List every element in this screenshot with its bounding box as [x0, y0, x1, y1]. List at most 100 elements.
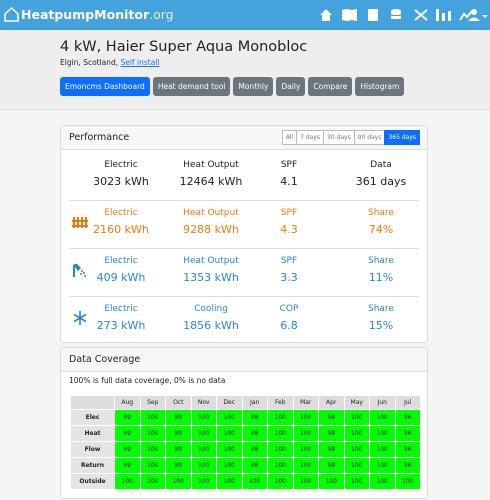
stat-label: Data	[370, 160, 392, 170]
stat-value: 409 kWh	[96, 271, 146, 284]
coverage-cell: 100	[369, 473, 396, 490]
coverage-cell: 100	[190, 473, 217, 490]
nav-button[interactable]: Compare	[308, 77, 353, 96]
coverage-cell: 100	[292, 409, 319, 426]
snowflake-icon	[73, 311, 87, 325]
stat-value: 3023 kWh	[93, 175, 149, 188]
coverage-cell: 98	[318, 441, 345, 458]
coverage-cell: 100	[369, 457, 396, 474]
coverage-cell: 100	[139, 457, 166, 474]
coverage-cell: 96	[394, 457, 421, 474]
brand[interactable]: HeatpumpMonitor.org	[21, 7, 174, 22]
coverage-cell: 100	[343, 409, 370, 426]
coverage-cell: 99	[165, 441, 192, 458]
nav-button[interactable]: Daily	[276, 77, 306, 96]
stat-value: 4.3	[280, 223, 298, 236]
coverage-cell: 100	[267, 441, 294, 458]
stat-value: 361 days	[355, 175, 407, 188]
coverage-cell: 100	[369, 425, 396, 442]
stat-value: 74%	[368, 223, 394, 236]
nav-button[interactable]: Heat demand tool	[152, 77, 231, 96]
stat-label: Share	[368, 208, 394, 218]
coverage-cell: 100	[343, 473, 370, 490]
stat-value: 2160 kWh	[93, 223, 149, 236]
coverage-row: Heat 99 100 99 100 100 98 100 100 98 100 100 96	[70, 425, 421, 442]
stat: Heat Output 12464 kWh	[163, 160, 259, 188]
coverage-row: Elec 99 100 99 100 100 98 100 100 98 100 100 96	[70, 409, 421, 426]
month-header: Jul	[394, 395, 421, 410]
stat-value: 12464 kWh	[179, 175, 243, 188]
coverage-table: Aug Sep Oct Nov Dec Jan Feb Mar Apr May Jun Jul Elec…	[70, 395, 421, 490]
stat-value: 4.1	[280, 175, 298, 188]
stat-label: Electric	[104, 208, 138, 218]
period-tabs: All 7 days 30 days 90 days 365 days	[281, 130, 420, 145]
nav-button[interactable]: Emoncms Dashboard	[60, 77, 150, 96]
install-link[interactable]: Self install	[120, 58, 160, 67]
stat: Heat Output 9288 kWh	[163, 208, 259, 236]
location: Elgin, Scotland, Self install	[60, 58, 160, 67]
stat: Share 15%	[333, 304, 429, 332]
coverage-cell: 100	[216, 425, 243, 442]
month-header: Mar	[292, 395, 319, 410]
logo-icon	[4, 7, 19, 22]
coverage-cell: 100	[216, 473, 243, 490]
nav-button[interactable]: Monthly	[233, 77, 274, 96]
period-tab[interactable]: All	[281, 130, 298, 145]
coverage-card: Data Coverage 100% is full data coverage…	[60, 347, 428, 499]
coverage-row: Return 99 100 99 100 100 98 100 100 98 100 100 96	[70, 457, 421, 474]
stat-value: 6.8	[280, 319, 298, 332]
coverage-cell: 100	[190, 457, 217, 474]
stat-label: Electric	[104, 256, 138, 266]
coverage-row: Outside 100 100 100 100 100 100 100 100 100 100 100…	[70, 473, 421, 490]
corner	[70, 395, 115, 410]
stat-label: Heat Output	[183, 256, 239, 266]
coverage-cell: 98	[318, 425, 345, 442]
button-bar: Emoncms Dashboard Heat demand tool Monthly…	[60, 77, 405, 96]
coverage-cell: 96	[394, 409, 421, 426]
period-tab[interactable]: 90 days	[353, 130, 386, 145]
period-tab[interactable]: 365 days	[384, 130, 420, 145]
brand-name[interactable]: HeatpumpMonitor	[21, 7, 150, 22]
stat-value: 3.3	[280, 271, 298, 284]
coverage-cell: 100	[292, 457, 319, 474]
separator	[69, 200, 419, 201]
period-tab[interactable]: 7 days	[296, 130, 325, 145]
coverage-cell: 100	[267, 473, 294, 490]
coverage-cell: 96	[394, 425, 421, 442]
brand-suffix[interactable]: .org	[149, 7, 174, 22]
coverage-cell: 96	[394, 441, 421, 458]
stat-label: Electric	[104, 304, 138, 314]
period-tab[interactable]: 30 days	[323, 130, 355, 145]
coverage-cell: 100	[190, 441, 217, 458]
stat-value: 1856 kWh	[183, 319, 239, 332]
stat-label: Electric	[104, 160, 138, 170]
nav-button[interactable]: Histogram	[355, 77, 405, 96]
month-header: May	[343, 395, 370, 410]
card-header: Performance All 7 days 30 days 90 days 365 d…	[61, 126, 427, 150]
coverage-cell: 100	[267, 457, 294, 474]
coverage-cell: 100	[292, 473, 319, 490]
month-header: Sep	[139, 395, 166, 410]
coverage-cell: 100	[369, 441, 396, 458]
coverage-cell: 99	[114, 441, 141, 458]
card-header: Data Coverage	[61, 348, 427, 372]
coverage-cell: 99	[114, 457, 141, 474]
stat-label: Share	[368, 256, 394, 266]
coverage-cell: 100	[343, 457, 370, 474]
coverage-cell: 100	[292, 441, 319, 458]
month-header: Aug	[114, 395, 141, 410]
separator	[69, 296, 419, 297]
system-title: 4 kW, Haier Super Aqua Monobloc	[60, 39, 308, 55]
shower-icon	[73, 263, 86, 277]
stat-label: SPF	[280, 160, 298, 170]
header: 4 kW, Haier Super Aqua Monobloc Elgin, S…	[0, 30, 490, 110]
stat-label: Heat Output	[183, 160, 239, 170]
coverage-cell: 100	[267, 425, 294, 442]
month-header: Apr	[318, 395, 345, 410]
coverage-cell: 100	[139, 441, 166, 458]
nav-icons[interactable]	[318, 6, 488, 24]
stat-label: SPF	[280, 256, 298, 266]
coverage-cell: 98	[241, 425, 268, 442]
stat-value: 273 kWh	[96, 319, 146, 332]
performance-card: Performance All 7 days 30 days 90 days 365 d…	[60, 125, 428, 343]
